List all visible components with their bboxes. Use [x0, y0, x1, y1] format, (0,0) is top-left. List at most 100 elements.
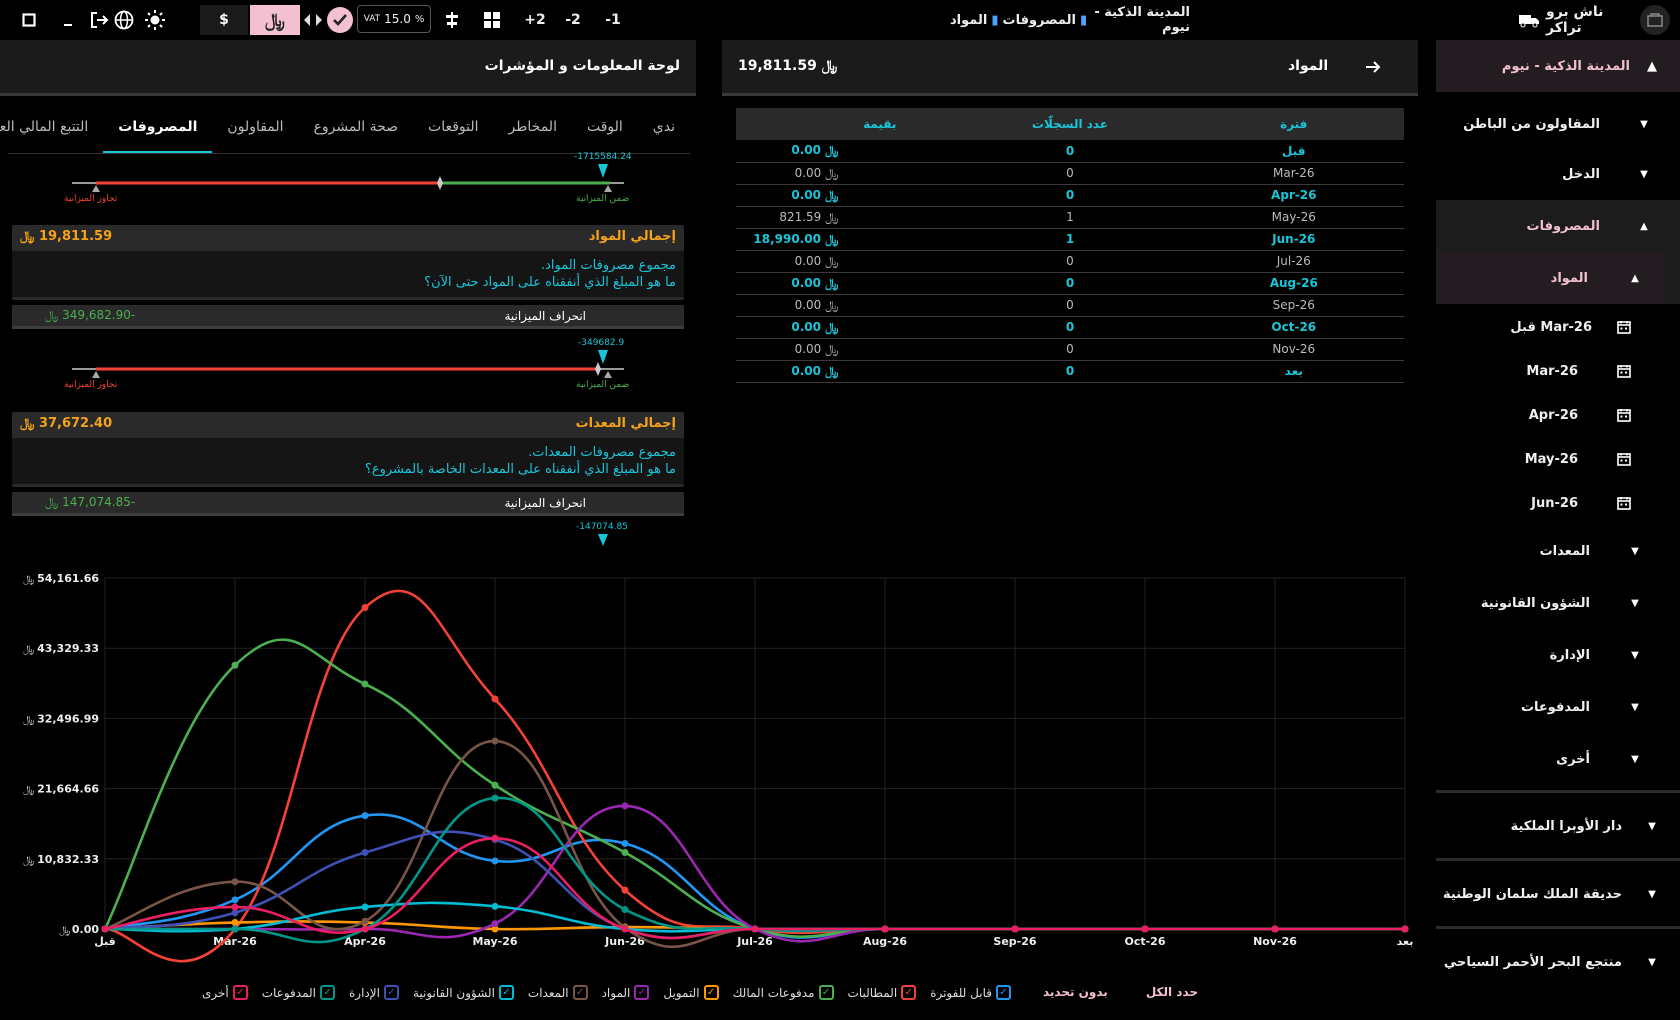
tab-project-health[interactable]: صحة المشروع [313, 119, 399, 135]
sidebar-item-category[interactable]: المعدات [1436, 537, 1680, 565]
dashboard-grid-icon[interactable] [481, 8, 503, 32]
chevron-down-icon[interactable]: ▼ [1648, 956, 1656, 968]
sidebar-item-period[interactable]: Jun-26 [1436, 489, 1680, 517]
sidebar-item-period[interactable]: Mar-26 [1436, 357, 1680, 385]
cell-count: 0 [956, 294, 1184, 317]
checkbox-icon[interactable]: ✓ [901, 985, 917, 1000]
calendar-icon[interactable] [1614, 493, 1634, 513]
checkbox-icon[interactable]: ✓ [634, 985, 650, 1000]
table-row[interactable]: 0.00 ﷼ 0 Nov-26 [736, 338, 1404, 361]
checkbox-icon[interactable]: ✓ [320, 985, 335, 1000]
chevron-up-icon[interactable]: ▲ [1640, 220, 1648, 232]
calendar-icon[interactable] [1614, 449, 1634, 469]
zoom-minus2-button[interactable]: -2 [565, 12, 581, 28]
chevron-down-icon[interactable]: ▼ [1640, 118, 1648, 130]
tab-risks[interactable]: المخاطر [508, 119, 557, 135]
vat-rate-field[interactable]: VAT 15.0 % [357, 5, 431, 33]
logout-icon[interactable] [88, 8, 110, 32]
sidebar-item-project[interactable]: المدينة الذكية - نيوم [1436, 40, 1680, 92]
sidebar-item-category[interactable]: أخرى [1436, 745, 1680, 773]
chevron-down-icon[interactable]: ▼ [1640, 168, 1648, 180]
breadcrumb-item-project[interactable]: المدينة الذكية - نيوم [1094, 5, 1190, 35]
table-row[interactable]: 0.00 ﷼ 0 Oct-26 [736, 316, 1404, 339]
checkbox-icon[interactable]: ✓ [498, 985, 514, 1000]
sidebar-item-category[interactable]: الشؤون القانونية [1436, 589, 1680, 617]
zoom-minus1-button[interactable]: -1 [605, 12, 621, 28]
legend-item[interactable]: ✓ الشؤون القانونية [413, 985, 514, 1000]
sidebar-item-period[interactable]: May-26 [1436, 445, 1680, 473]
tab-expenses[interactable]: المصروفات [103, 106, 213, 154]
sidebar-item-category[interactable]: الإدارة [1436, 641, 1680, 669]
legend-item[interactable]: ✓ المواد [602, 985, 650, 1000]
avatar[interactable] [1640, 5, 1670, 35]
sidebar-item-project[interactable]: حديقة الملك سلمان الوطنية [1436, 880, 1680, 908]
sidebar-item-label: Mar-26 [1526, 363, 1578, 379]
sidebar-item-label: قبل Mar-26 [1510, 319, 1592, 335]
chevron-down-icon[interactable]: ▼ [1631, 545, 1639, 557]
sidebar-item-project[interactable]: منتجع البحر الأحمر السياحي [1436, 948, 1680, 976]
confirm-check-icon[interactable] [327, 7, 353, 33]
chevron-down-icon[interactable]: ▼ [1631, 701, 1639, 713]
currency-sar-button[interactable]: ﷼ [250, 5, 300, 35]
sidebar-item-expenses[interactable]: المصروفات [1436, 212, 1680, 240]
adjust-icon[interactable] [441, 8, 463, 32]
chevron-down-icon[interactable]: ▼ [1631, 649, 1639, 661]
table-row[interactable]: 0.00 ﷼ 0 Sep-26 [736, 294, 1404, 317]
tab-financial-tracking[interactable]: التتبع المالي العام [0, 119, 89, 135]
zoom-plus2-button[interactable]: +2 [524, 12, 546, 28]
breadcrumb-item-materials[interactable]: المواد [950, 12, 988, 28]
sidebar-item-category[interactable]: المدفوعات [1436, 693, 1680, 721]
legend-item[interactable]: ✓ المدفوعات [262, 985, 335, 1000]
breadcrumb-item-expenses[interactable]: المصروفات [1002, 12, 1077, 28]
legend-item[interactable]: ✓ مدفوعات المالك [733, 985, 834, 1000]
chevron-up-icon[interactable]: ▲ [1647, 58, 1657, 74]
sidebar-item-period[interactable]: Apr-26 [1436, 401, 1680, 429]
sidebar-item-subcontractors[interactable]: المقاولون من الباطن [1436, 110, 1680, 138]
sidebar-item-income[interactable]: الدخل [1436, 160, 1680, 188]
table-row[interactable]: 0.00 ﷼ 0 Apr-26 [736, 184, 1404, 207]
table-row[interactable]: 821.59 ﷼ 1 May-26 [736, 206, 1404, 229]
sidebar-item-materials[interactable]: المواد [1436, 264, 1680, 292]
checkbox-icon[interactable]: ✓ [995, 985, 1011, 1000]
tab-contractors[interactable]: المقاولون [227, 119, 284, 135]
legend-item[interactable]: ✓ قابل للفوترة [930, 985, 1011, 1000]
chevron-down-icon[interactable]: ▼ [1631, 597, 1639, 609]
table-row[interactable]: 0.00 ﷼ 0 قبل [736, 140, 1404, 163]
checkbox-icon[interactable]: ✓ [703, 985, 719, 1000]
swap-direction-icon[interactable] [302, 8, 324, 32]
sidebar-item-project[interactable]: دار الأوبرا الملكية [1436, 812, 1680, 840]
calendar-icon[interactable] [1614, 317, 1634, 337]
chevron-down-icon[interactable]: ▼ [1648, 888, 1656, 900]
table-row[interactable]: 0.00 ﷼ 0 Mar-26 [736, 162, 1404, 185]
legend-item[interactable]: ✓ أخرى [202, 985, 248, 1000]
fullscreen-icon[interactable] [18, 8, 40, 32]
globe-icon[interactable] [113, 8, 135, 32]
select-all-button[interactable]: حدد الكل [1145, 985, 1199, 999]
legend-item[interactable]: ✓ المعدات [528, 985, 588, 1000]
checkbox-icon[interactable]: ✓ [383, 985, 399, 1000]
calendar-icon[interactable] [1614, 405, 1634, 425]
arrow-right-icon[interactable] [1362, 56, 1384, 78]
sidebar-item-period[interactable]: قبل Mar-26 [1436, 313, 1680, 341]
table-row[interactable]: 0.00 ﷼ 0 Jul-26 [736, 250, 1404, 273]
calendar-icon[interactable] [1614, 361, 1634, 381]
legend-item[interactable]: ✓ الإدارة [349, 985, 399, 1000]
sun-icon[interactable] [143, 8, 167, 32]
table-row[interactable]: 18,990.00 ﷼ 1 Jun-26 [736, 228, 1404, 251]
table-row[interactable]: 0.00 ﷼ 0 بعد [736, 360, 1404, 383]
tab-time[interactable]: الوقت [586, 119, 623, 135]
chevron-down-icon[interactable]: ▼ [1631, 753, 1639, 765]
checkbox-icon[interactable]: ✓ [232, 985, 248, 1000]
currency-usd-button[interactable]: $ [200, 5, 248, 35]
checkbox-icon[interactable]: ✓ [572, 985, 588, 1000]
legend-item[interactable]: ✓ المطالبات [848, 985, 917, 1000]
tab-forecasts[interactable]: التوقعات [428, 119, 479, 135]
chevron-down-icon[interactable]: ▼ [1648, 820, 1656, 832]
minimize-icon[interactable] [58, 8, 78, 32]
deselect-all-button[interactable]: بدون تحديد [1042, 985, 1108, 999]
checkbox-icon[interactable]: ✓ [818, 985, 834, 1000]
tab-partial[interactable]: ندي [652, 119, 675, 135]
table-row[interactable]: 0.00 ﷼ 0 Aug-26 [736, 272, 1404, 295]
legend-item[interactable]: ✓ التمويل [663, 985, 719, 1000]
chevron-up-icon[interactable]: ▲ [1631, 272, 1639, 284]
